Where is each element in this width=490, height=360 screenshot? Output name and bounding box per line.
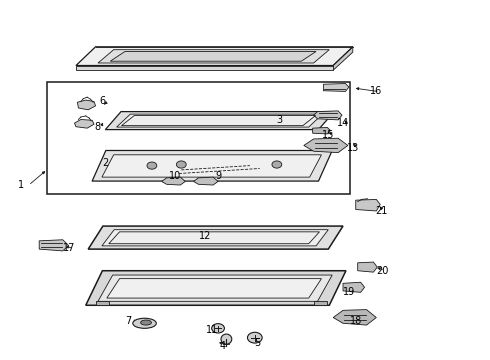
Polygon shape xyxy=(314,111,342,120)
Polygon shape xyxy=(343,282,365,292)
Text: 16: 16 xyxy=(370,86,382,96)
Polygon shape xyxy=(86,271,346,305)
Text: 19: 19 xyxy=(343,287,355,297)
Text: 4: 4 xyxy=(220,341,226,351)
Polygon shape xyxy=(356,199,380,211)
Polygon shape xyxy=(98,275,332,301)
Polygon shape xyxy=(323,84,349,91)
Circle shape xyxy=(247,332,262,343)
Polygon shape xyxy=(98,50,329,63)
Ellipse shape xyxy=(141,320,151,325)
Polygon shape xyxy=(88,226,343,249)
Ellipse shape xyxy=(133,318,156,328)
Polygon shape xyxy=(358,262,377,272)
Text: 3: 3 xyxy=(276,114,282,125)
Text: 18: 18 xyxy=(349,316,362,326)
Polygon shape xyxy=(102,230,328,246)
Text: 7: 7 xyxy=(125,316,131,326)
Polygon shape xyxy=(74,120,94,128)
Circle shape xyxy=(147,162,157,169)
Text: 12: 12 xyxy=(198,231,211,241)
Text: 8: 8 xyxy=(94,122,100,132)
Circle shape xyxy=(212,324,224,333)
Bar xyxy=(47,82,350,194)
Ellipse shape xyxy=(221,334,232,344)
Circle shape xyxy=(176,161,186,168)
Circle shape xyxy=(272,161,282,168)
Polygon shape xyxy=(92,150,332,181)
Text: 13: 13 xyxy=(346,143,359,153)
Polygon shape xyxy=(76,66,333,70)
Polygon shape xyxy=(333,47,353,70)
Polygon shape xyxy=(110,51,316,61)
Polygon shape xyxy=(39,240,69,251)
Text: 11: 11 xyxy=(206,325,218,336)
Polygon shape xyxy=(162,177,185,185)
Polygon shape xyxy=(105,112,334,130)
Polygon shape xyxy=(76,47,353,66)
Text: 14: 14 xyxy=(337,118,349,128)
Polygon shape xyxy=(304,138,348,153)
Text: 21: 21 xyxy=(375,206,388,216)
Polygon shape xyxy=(77,100,96,110)
Polygon shape xyxy=(314,301,327,305)
Polygon shape xyxy=(102,155,321,177)
Text: 5: 5 xyxy=(254,338,260,348)
Text: 2: 2 xyxy=(102,158,108,168)
Polygon shape xyxy=(333,310,376,325)
Text: 6: 6 xyxy=(100,96,106,106)
Polygon shape xyxy=(96,301,109,305)
Polygon shape xyxy=(117,114,322,127)
Text: 10: 10 xyxy=(170,171,181,181)
Text: 9: 9 xyxy=(215,171,221,181)
Polygon shape xyxy=(194,177,218,185)
Polygon shape xyxy=(313,127,330,134)
Text: 1: 1 xyxy=(18,180,24,190)
Text: 20: 20 xyxy=(376,266,389,276)
Text: 15: 15 xyxy=(322,130,335,140)
Polygon shape xyxy=(107,279,321,298)
Text: 17: 17 xyxy=(63,243,76,253)
